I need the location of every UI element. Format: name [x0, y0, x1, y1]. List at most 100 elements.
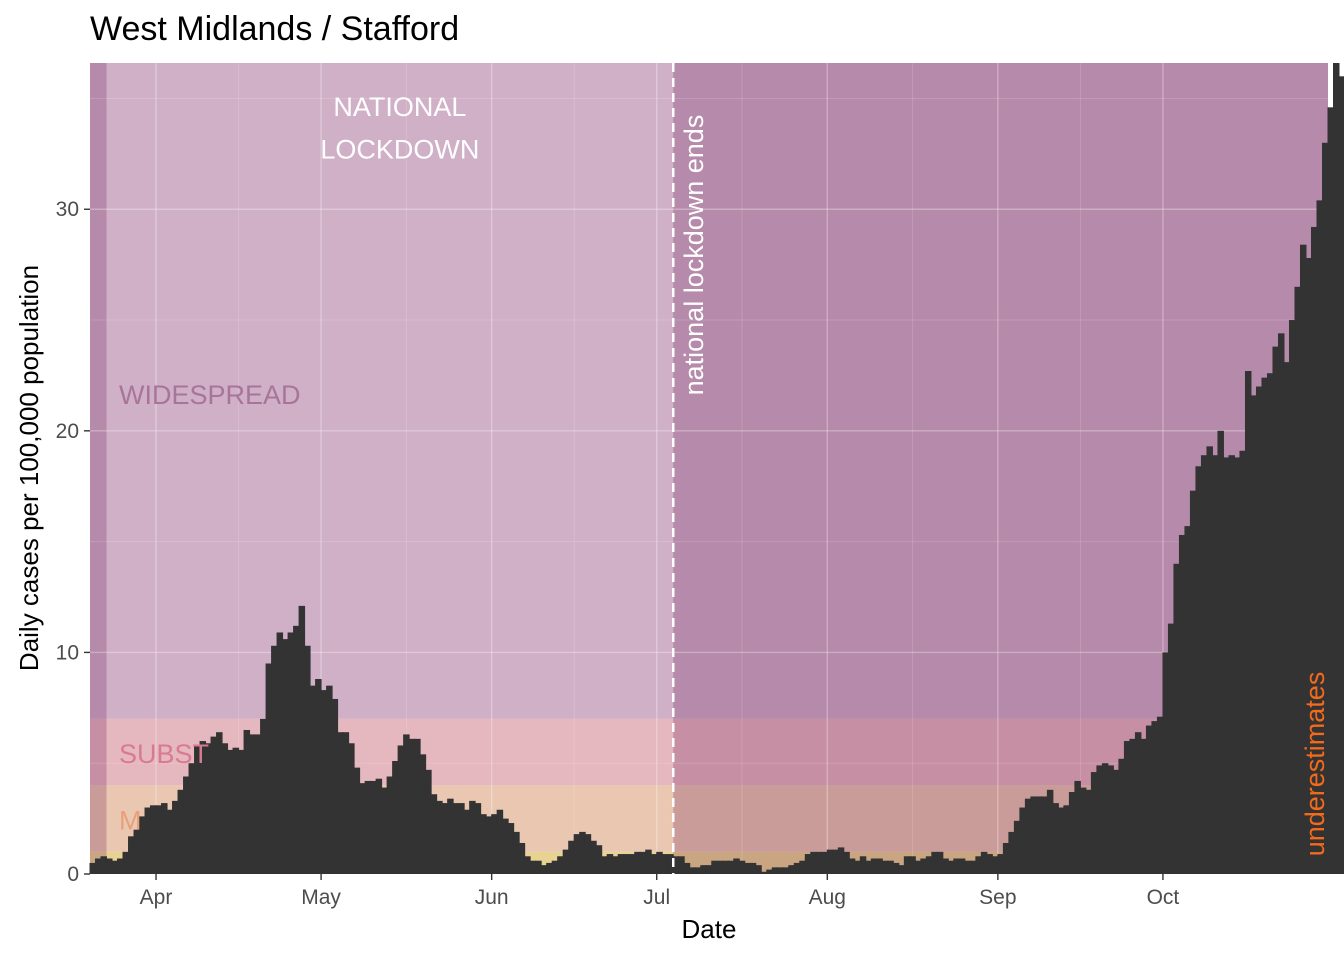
bar-day-169 [1019, 807, 1026, 874]
bar-day-164 [991, 856, 999, 874]
bar-day-141 [865, 860, 872, 874]
bar-day-110 [694, 867, 702, 874]
bar-day-71 [480, 814, 487, 874]
bar-day-32 [265, 663, 273, 874]
bar-day-106 [672, 856, 680, 874]
bar-day-76 [507, 823, 515, 874]
x-tick-label: Jun [475, 886, 509, 909]
bar-day-79 [524, 856, 531, 874]
bar-day-157 [953, 858, 960, 874]
bar-day-27 [238, 749, 245, 874]
bar-day-131 [810, 851, 817, 874]
bar-day-186 [1112, 769, 1120, 874]
y-axis-title: Daily cases per 100,000 population [14, 265, 44, 671]
bar-day-68 [463, 809, 471, 874]
bar-day-220 [1299, 244, 1307, 874]
bar-day-200 [1189, 490, 1197, 874]
bar-day-114 [716, 860, 724, 874]
bar-day-69 [469, 800, 476, 874]
bar-day-77 [513, 831, 520, 874]
bar-day-65 [447, 798, 454, 874]
bar-day-22 [210, 736, 218, 874]
bar-day-139 [854, 860, 861, 874]
bar-day-64 [441, 803, 449, 874]
bar-day-180 [1079, 787, 1087, 874]
bar-day-189 [1129, 738, 1136, 874]
bar-day-149 [909, 856, 916, 874]
x-tick-label: Oct [1147, 886, 1180, 909]
bar-day-4 [111, 860, 119, 874]
bar-day-132 [815, 851, 823, 874]
lockdown-label-line1: NATIONAL [333, 92, 466, 122]
bar-day-201 [1195, 466, 1202, 874]
bar-day-102 [650, 854, 658, 874]
bar-day-38 [298, 605, 306, 874]
bar-day-144 [881, 860, 889, 874]
bar-day-137 [843, 851, 850, 874]
bar-day-40 [309, 685, 317, 874]
bar-day-31 [260, 718, 267, 874]
bar-day-87 [568, 840, 575, 874]
bar-day-83 [546, 862, 553, 874]
bar-day-62 [430, 794, 438, 874]
bar-day-117 [733, 858, 740, 874]
bar-day-34 [276, 632, 284, 874]
bar-day-82 [540, 865, 548, 874]
bar-day-93 [601, 856, 608, 874]
bar-day-91 [590, 840, 597, 874]
x-tick-label: Sep [979, 886, 1016, 909]
bar-day-145 [887, 860, 894, 874]
bar-day-107 [678, 856, 685, 874]
bar-day-147 [898, 865, 905, 874]
bar-day-94 [606, 854, 614, 874]
bar-day-74 [496, 809, 504, 874]
bar-day-55 [392, 760, 399, 874]
bar-day-60 [419, 754, 427, 874]
bar-day-188 [1123, 741, 1131, 874]
bar-day-218 [1288, 320, 1296, 875]
bar-day-210 [1244, 371, 1252, 874]
bar-day-112 [705, 865, 713, 874]
bar-day-46 [342, 732, 350, 874]
y-tick-label: 10 [56, 641, 79, 664]
bar-day-72 [485, 816, 493, 874]
bar-day-59 [414, 738, 421, 874]
bar-day-73 [491, 814, 498, 874]
bar-day-51 [370, 780, 377, 874]
bar-day-75 [502, 818, 509, 874]
bar-day-208 [1233, 457, 1241, 874]
x-tick-label: Apr [140, 886, 173, 909]
bar-day-192 [1145, 725, 1153, 874]
bar-day-25 [227, 749, 234, 874]
bar-day-222 [1310, 226, 1318, 875]
bar-day-50 [364, 780, 372, 874]
bar-day-177 [1063, 805, 1070, 874]
bar-day-36 [287, 632, 295, 874]
bar-day-174 [1046, 789, 1054, 874]
bar-day-142 [870, 858, 878, 874]
axes-layer: 0 10 20 30 Apr May Jun Jul Aug Sep Oct [56, 198, 1180, 909]
bar-day-54 [386, 776, 394, 874]
bar-day-227 [1338, 76, 1344, 874]
bar-day-154 [936, 851, 944, 874]
bar-day-58 [408, 738, 416, 874]
lockdown-shade [106, 63, 674, 874]
bar-day-18 [188, 763, 196, 874]
bar-day-122 [760, 871, 768, 874]
bar-day-21 [205, 743, 212, 874]
bar-day-224 [1321, 142, 1329, 874]
bar-day-173 [1041, 796, 1048, 874]
bar-day-30 [254, 734, 262, 874]
x-tick-label: May [301, 886, 341, 909]
bar-day-163 [986, 854, 993, 874]
bar-day-120 [749, 862, 757, 874]
bar-day-103 [656, 851, 663, 874]
bar-day-135 [832, 849, 839, 874]
bar-day-11 [150, 805, 157, 874]
bar-day-166 [1002, 842, 1010, 874]
bar-day-184 [1101, 763, 1109, 874]
bar-day-128 [793, 862, 801, 874]
plot-panel: NATIONAL LOCKDOWN national lockdown ends… [89, 63, 1344, 875]
bar-day-13 [161, 803, 168, 874]
